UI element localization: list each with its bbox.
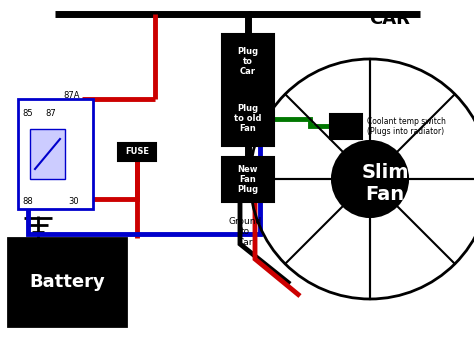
Text: CAR: CAR (370, 10, 410, 28)
Text: FUSE: FUSE (125, 148, 149, 156)
FancyBboxPatch shape (18, 99, 93, 209)
Text: Slim
Fan: Slim Fan (361, 164, 409, 205)
FancyBboxPatch shape (330, 114, 362, 139)
FancyBboxPatch shape (30, 129, 65, 179)
Text: Plug
to
Car: Plug to Car (237, 47, 258, 76)
Text: Plug
to old
Fan: Plug to old Fan (234, 104, 262, 133)
Text: Ground
to
Car: Ground to Car (228, 217, 262, 247)
Circle shape (332, 141, 408, 217)
Text: 87: 87 (45, 109, 56, 119)
Text: 87A: 87A (63, 91, 80, 101)
Text: 85: 85 (22, 109, 33, 119)
FancyBboxPatch shape (222, 91, 274, 146)
FancyBboxPatch shape (8, 238, 126, 326)
Text: 30: 30 (68, 196, 79, 206)
FancyBboxPatch shape (118, 143, 156, 161)
Text: New
Fan
Plug: New Fan Plug (237, 165, 258, 194)
FancyBboxPatch shape (222, 34, 274, 89)
Text: 88: 88 (22, 196, 33, 206)
FancyBboxPatch shape (222, 157, 274, 202)
Text: Coolant temp switch
(Plugs into radiator): Coolant temp switch (Plugs into radiator… (367, 117, 446, 136)
Text: Battery: Battery (29, 273, 105, 291)
